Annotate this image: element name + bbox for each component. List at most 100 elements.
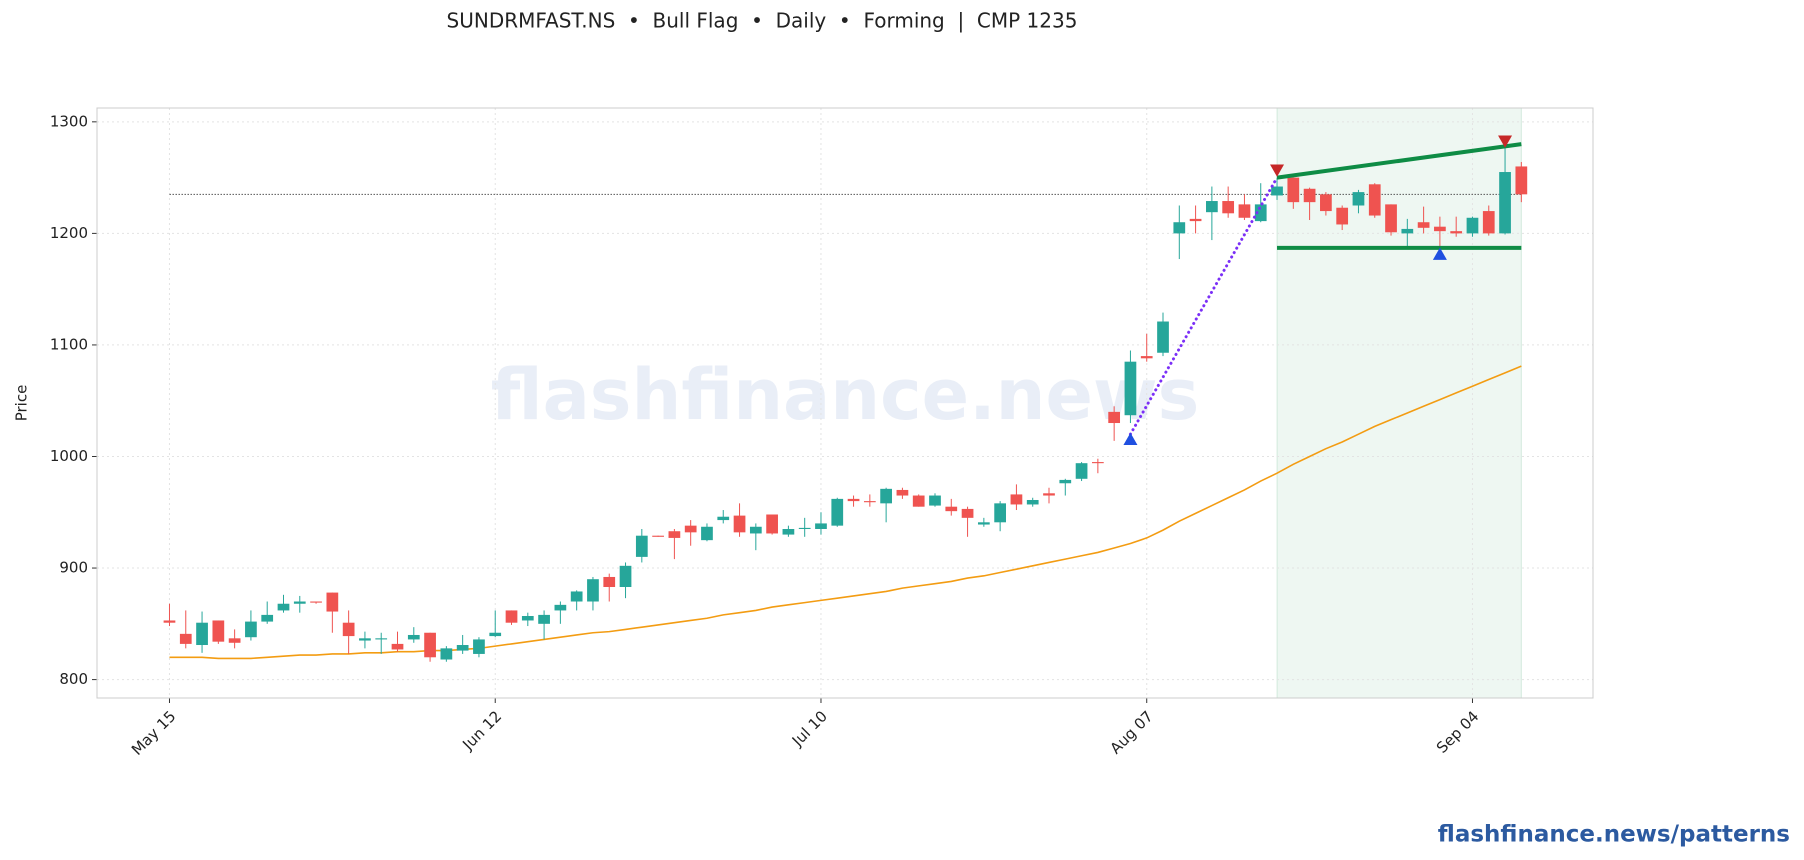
candle-body xyxy=(228,638,241,643)
candle-body xyxy=(1043,493,1055,496)
candle-body xyxy=(1287,177,1300,203)
x-tick-label: Jul 10 xyxy=(788,707,831,750)
candle-body xyxy=(603,576,616,588)
candle-body xyxy=(1434,226,1446,232)
candle-body xyxy=(424,632,436,658)
candle-body xyxy=(847,498,860,502)
candle-body xyxy=(1336,207,1349,225)
candle-body xyxy=(798,527,811,529)
candle-body xyxy=(1466,217,1479,234)
candle-body xyxy=(1271,186,1283,196)
candle-body xyxy=(1515,166,1528,195)
candle-body xyxy=(977,522,990,525)
candle-body xyxy=(1352,192,1365,206)
candle-body xyxy=(261,614,274,622)
footer: flashfinance.news/patterns xyxy=(1438,822,1790,848)
candle-body xyxy=(831,498,844,526)
candle-body xyxy=(521,616,534,621)
candle-body xyxy=(1075,463,1088,479)
candle-body xyxy=(587,579,599,602)
candle-body xyxy=(293,601,306,604)
candle-body xyxy=(505,610,518,623)
candle-body xyxy=(1368,184,1381,216)
x-tick-label: Jun 12 xyxy=(458,707,505,754)
candle-body xyxy=(1401,228,1414,234)
y-tick-label: 1200 xyxy=(50,224,88,242)
candle-body xyxy=(1320,194,1332,212)
candle-body xyxy=(277,603,290,611)
candle-body xyxy=(212,620,225,642)
candle-body xyxy=(1091,462,1104,464)
plot-frame xyxy=(96,107,1594,699)
y-axis-label: Price xyxy=(13,385,31,422)
candle-body xyxy=(245,621,257,638)
candle-body xyxy=(635,535,648,557)
x-tick-label: Aug 07 xyxy=(1106,707,1156,757)
candle-body xyxy=(391,643,404,650)
candle-body xyxy=(1010,494,1023,505)
candle-body xyxy=(570,591,583,602)
candle-body xyxy=(1206,201,1218,213)
candle-body xyxy=(717,516,730,521)
candle-body xyxy=(1026,499,1039,505)
y-tick-label: 1300 xyxy=(50,112,88,130)
candle-body xyxy=(1157,321,1169,353)
candle-body xyxy=(163,620,176,623)
candle-body xyxy=(1124,361,1137,416)
candle-body xyxy=(489,632,502,637)
candle-body xyxy=(554,604,567,611)
flagpole xyxy=(1128,176,1279,436)
x-tick-label: Sep 04 xyxy=(1433,707,1483,757)
candle-body xyxy=(1189,218,1202,222)
candle-body xyxy=(815,523,827,529)
y-tick-label: 800 xyxy=(59,670,88,688)
candle-body xyxy=(652,535,664,537)
y-tick-label: 900 xyxy=(59,559,88,577)
candle-body xyxy=(1238,204,1251,218)
candle-body xyxy=(1254,204,1267,222)
candle-body xyxy=(1303,188,1316,203)
chart-title: SUNDRMFAST.NS • Bull Flag • Daily • Form… xyxy=(447,9,1078,33)
candle-body xyxy=(1417,222,1430,228)
candle-body xyxy=(684,525,697,533)
candle-body xyxy=(619,565,632,588)
candle-body xyxy=(359,638,371,641)
candle-body xyxy=(538,614,550,624)
candle-body xyxy=(701,526,713,541)
candle-body xyxy=(929,495,941,506)
candle-body xyxy=(456,645,469,651)
pattern-zone xyxy=(1276,107,1522,699)
candle-body xyxy=(961,508,974,518)
candle-body xyxy=(749,526,762,534)
candle-body xyxy=(1482,211,1495,234)
candle-body xyxy=(342,622,355,637)
candle-body xyxy=(945,506,958,512)
candle-body xyxy=(994,503,1007,523)
candle-body xyxy=(863,501,876,503)
marker xyxy=(1432,247,1447,260)
watermark: flashfinance.news xyxy=(491,354,1200,436)
candle-body xyxy=(1108,411,1121,424)
x-tick-label: May 15 xyxy=(128,707,180,759)
y-tick-label: 1100 xyxy=(50,335,88,353)
candle-body xyxy=(782,528,795,535)
candle-body xyxy=(196,622,208,646)
candle-body xyxy=(1140,356,1153,359)
candle-body xyxy=(440,648,453,660)
candle-body xyxy=(733,515,746,533)
candle-body xyxy=(326,592,339,612)
marker xyxy=(1498,135,1513,148)
candle-body xyxy=(1222,201,1235,214)
candle-body xyxy=(1450,231,1463,234)
candle-body xyxy=(407,634,420,640)
y-tick-label: 1000 xyxy=(50,447,88,465)
candle-body xyxy=(1499,172,1511,234)
candle-body xyxy=(1385,204,1397,233)
candle-body xyxy=(375,638,388,640)
candle-body xyxy=(766,514,778,534)
candle-body xyxy=(668,531,681,538)
candle-body xyxy=(896,489,909,496)
moving-average xyxy=(169,365,1522,660)
candle-body xyxy=(880,488,892,504)
